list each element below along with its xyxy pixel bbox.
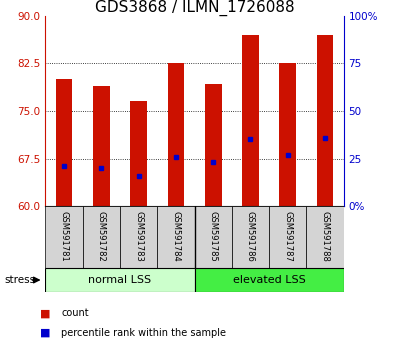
Text: count: count xyxy=(61,308,89,318)
Text: GSM591784: GSM591784 xyxy=(171,211,181,262)
Text: GSM591782: GSM591782 xyxy=(97,211,106,262)
Text: GSM591788: GSM591788 xyxy=(320,211,329,262)
Text: elevated LSS: elevated LSS xyxy=(233,275,305,285)
Bar xyxy=(194,206,232,268)
Text: normal LSS: normal LSS xyxy=(88,275,152,285)
Bar xyxy=(242,35,259,206)
Text: GSM591786: GSM591786 xyxy=(246,211,255,262)
Bar xyxy=(157,206,194,268)
Bar xyxy=(45,268,194,292)
Bar xyxy=(93,86,110,206)
Bar xyxy=(279,63,296,206)
Text: GSM591783: GSM591783 xyxy=(134,211,143,262)
Text: GSM591787: GSM591787 xyxy=(283,211,292,262)
Bar xyxy=(83,206,120,268)
Bar xyxy=(205,84,222,206)
Bar xyxy=(120,206,157,268)
Text: ■: ■ xyxy=(40,308,50,318)
Text: percentile rank within the sample: percentile rank within the sample xyxy=(61,328,226,338)
Text: stress: stress xyxy=(4,275,35,285)
Text: ■: ■ xyxy=(40,328,50,338)
Bar xyxy=(232,206,269,268)
Bar xyxy=(56,79,72,206)
Title: GDS3868 / ILMN_1726088: GDS3868 / ILMN_1726088 xyxy=(95,0,294,16)
Bar xyxy=(194,268,344,292)
Bar xyxy=(317,35,333,206)
Text: GSM591785: GSM591785 xyxy=(209,211,218,262)
Bar xyxy=(130,102,147,206)
Bar xyxy=(269,206,307,268)
Bar xyxy=(307,206,344,268)
Bar xyxy=(45,206,83,268)
Text: GSM591781: GSM591781 xyxy=(60,211,69,262)
Bar xyxy=(167,63,184,206)
